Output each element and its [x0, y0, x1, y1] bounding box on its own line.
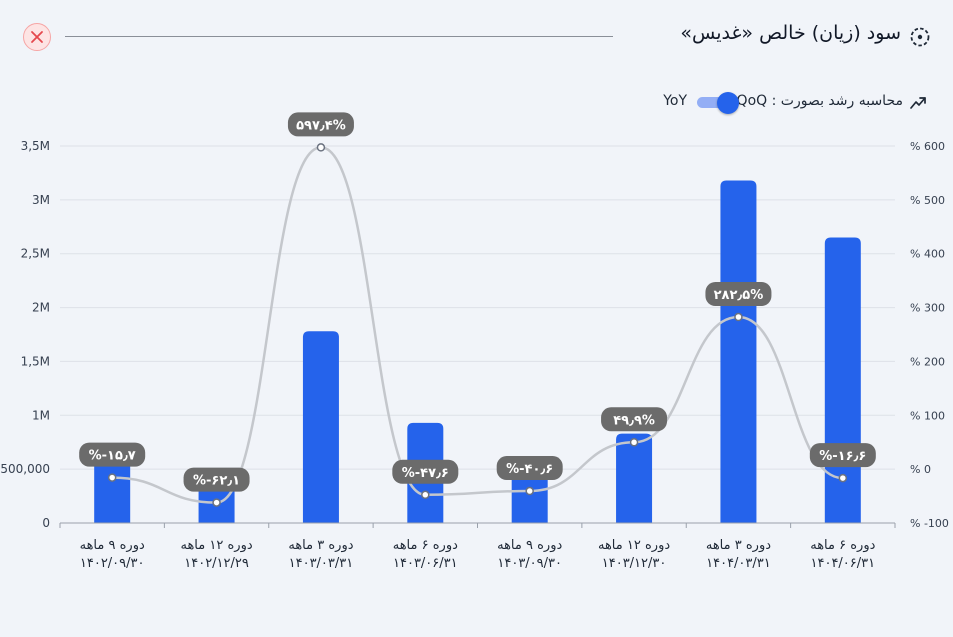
data-label-bg: [496, 456, 563, 481]
x-tick-label: ۱۴۰۴/۰۳/۳۱: [706, 556, 771, 571]
data-label: %-۱۵٫۷: [89, 449, 136, 464]
growth-point: [421, 490, 430, 500]
x-tick-label: ۱۴۰۳/۰۶/۳۱: [393, 556, 458, 571]
data-label: ۲۸۲٫۵%: [714, 288, 764, 303]
y-right-tick-label: % 300: [910, 302, 945, 315]
y-left-tick-label: 1,5M: [21, 354, 50, 368]
y-right-tick-label: % 400: [910, 248, 945, 261]
x-tick-label: دوره ۹ ماهه: [497, 538, 562, 553]
y-left-tick-label: 2M: [32, 301, 50, 315]
bar: [302, 331, 339, 523]
growth-mode-label: محاسبه رشد بصورت : QoQ: [736, 93, 903, 109]
y-right-tick-label: % -100: [910, 517, 949, 530]
data-label: %-۴۷٫۶: [402, 466, 449, 481]
growth-point: [838, 473, 848, 483]
bar: [94, 459, 131, 523]
x-tick-label: دوره ۳ ماهه: [706, 538, 771, 553]
x-tick-label: دوره ۳ ماهه: [288, 538, 353, 553]
grid-layer: [60, 145, 895, 470]
x-tick-label: دوره ۱۲ ماهه: [180, 538, 252, 553]
x-tick-label: ۱۴۰۳/۰۳/۳۱: [289, 556, 354, 571]
target-icon: [910, 27, 930, 47]
growth-point: [212, 498, 221, 507]
y-right-tick-label: % 600: [910, 140, 945, 153]
data-label-bg: [79, 442, 146, 467]
data-label-bg: [183, 467, 250, 492]
data-label-bg: [601, 407, 668, 432]
data-label-bg: [705, 281, 772, 306]
x-tick-label: ۱۴۰۳/۱۲/۳۰: [602, 556, 667, 571]
y-right-tick-label: % 100: [910, 409, 945, 422]
data-label-bg: [392, 459, 459, 484]
data-label: ۵۹۷٫۴%: [296, 118, 346, 133]
toggle-knob: [717, 92, 739, 114]
x-tick-label: دوره ۶ ماهه: [393, 538, 458, 553]
y-left-tick-label: 3,5M: [21, 139, 50, 153]
yoy-label[interactable]: YoY: [663, 93, 687, 109]
x-tick-label: دوره ۱۲ ماهه: [598, 538, 670, 553]
toggle-track: [697, 97, 735, 108]
growth-point: [316, 143, 326, 152]
x-tick-label: ۱۴۰۲/۰۹/۳۰: [80, 556, 145, 571]
x-tick-label: ۱۴۰۴/۰۶/۳۱: [811, 556, 876, 571]
x-tick-label: دوره ۹ ماهه: [80, 538, 145, 553]
y-right-tick-label: % 0: [910, 463, 931, 476]
chart-header: سود (زیان) خالص «غدیس»: [0, 0, 953, 72]
y-left-tick-label: 0: [42, 516, 50, 530]
bar: [616, 433, 653, 523]
y-right-tick-label: % 500: [910, 194, 945, 207]
growth-mode-row: محاسبه رشد بصورت : QoQ YoY: [567, 90, 927, 114]
y-left-tick-label: 3M: [32, 193, 50, 207]
x-tick-label: ۱۴۰۲/۱۲/۲۹: [184, 556, 249, 571]
data-label-bg: [287, 112, 354, 137]
data-label-layer: %-۱۵٫۷ %-۶۲٫۱ ۵۹۷٫۴% %-۴۷٫۶ %-۴۰٫۶ ۴۹٫۹% ۲۸۲٫۵…: [79, 112, 876, 507]
data-label: ۴۹٫۹%: [613, 413, 655, 428]
y-left-tick-label: 1M: [32, 408, 50, 422]
close-icon: [31, 31, 43, 43]
axis-layer: 0 500,000 1M 1,5M 2M 2,5M 3M 3,5M % -100 % 0 % 100…: [0, 139, 949, 571]
growth-line-layer: [112, 146, 843, 504]
growth-point: [525, 486, 534, 496]
trending-up-icon: [910, 97, 926, 109]
data-label: %-۴۰٫۶: [506, 462, 553, 477]
y-right-tick-label: % 200: [910, 355, 945, 368]
header-divider: [65, 36, 613, 37]
data-label: %-۶۲٫۱: [193, 474, 240, 489]
growth-point: [629, 438, 639, 447]
x-tick-label: دوره ۶ ماهه: [810, 538, 875, 553]
data-label-bg: [809, 443, 876, 468]
growth-mode-toggle[interactable]: [695, 92, 739, 114]
growth-point: [734, 312, 743, 322]
growth-point: [107, 473, 117, 482]
data-label: %-۱۶٫۶: [819, 449, 866, 464]
growth-line: [112, 146, 843, 504]
close-button[interactable]: [23, 23, 51, 51]
chart-title: سود (زیان) خالص «غدیس»: [680, 22, 901, 44]
y-left-tick-label: 2,5M: [21, 247, 50, 261]
y-left-tick-label: 500,000: [0, 462, 50, 476]
x-tick-label: ۱۴۰۳/۰۹/۳۰: [497, 556, 562, 571]
bar: [720, 180, 757, 523]
